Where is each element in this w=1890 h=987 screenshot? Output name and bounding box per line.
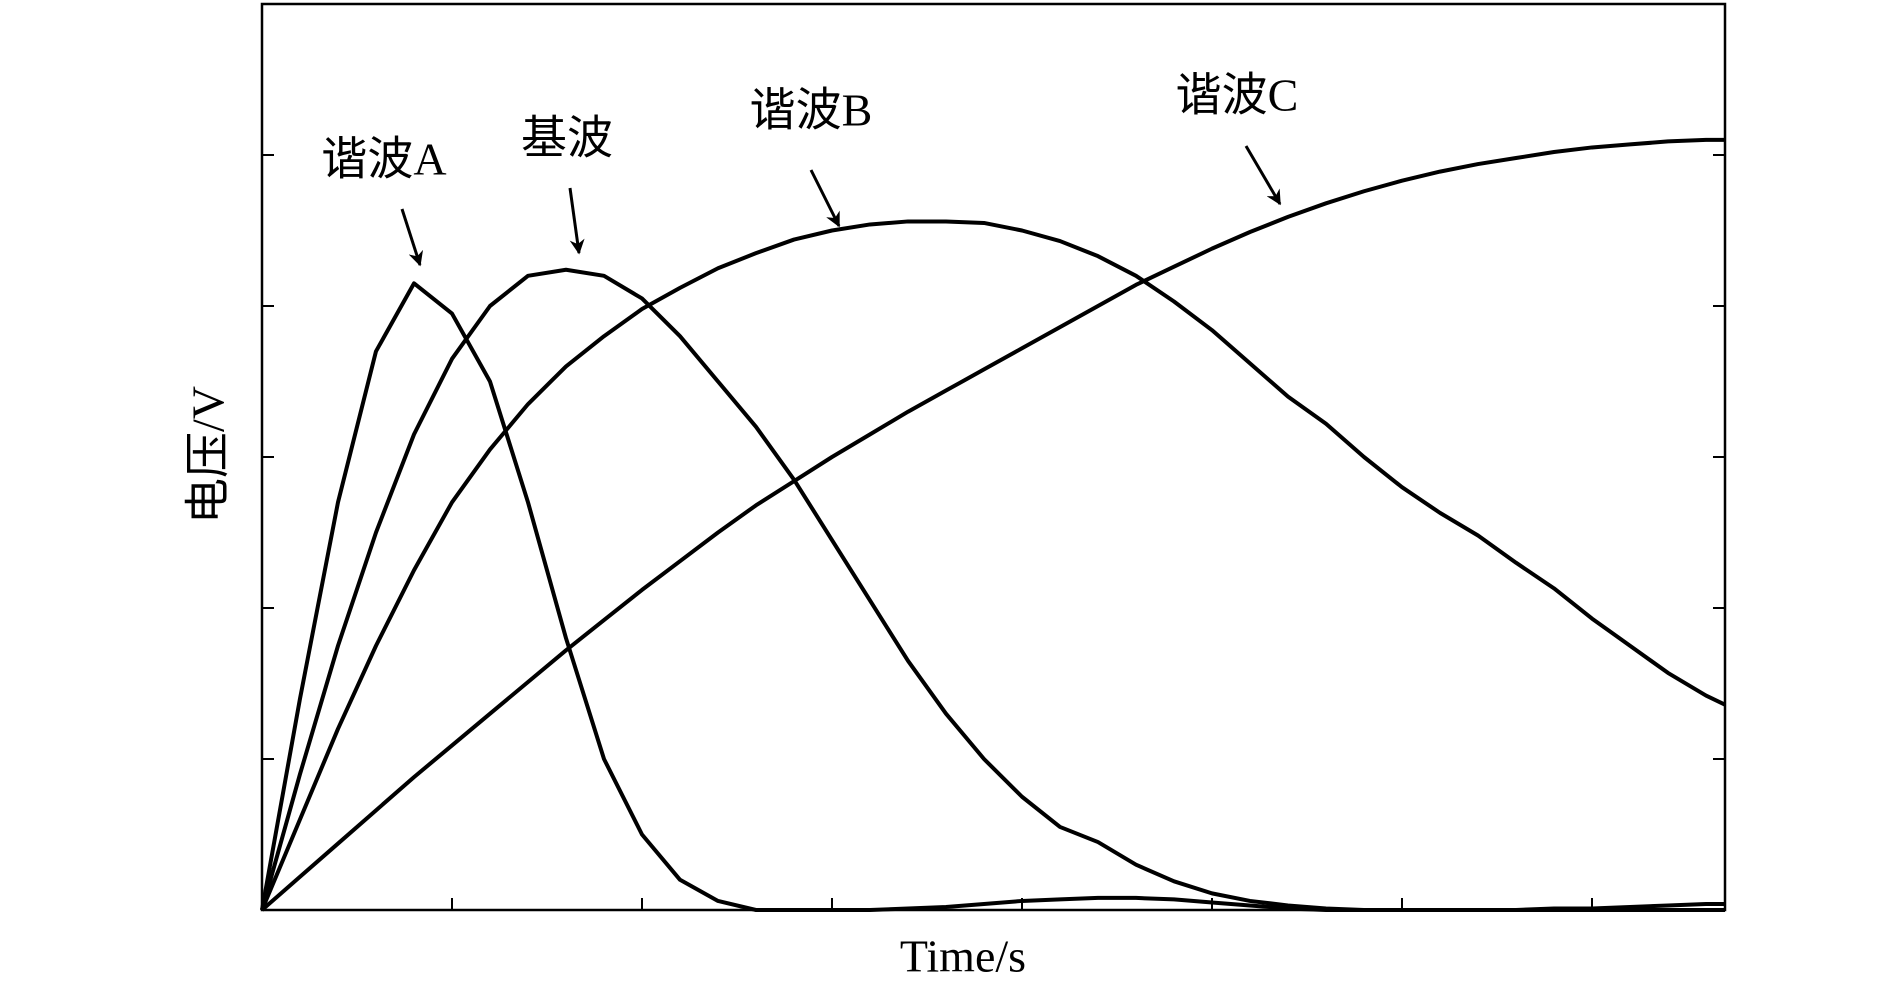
series-label: 谐波A: [321, 134, 446, 185]
arrow: [568, 187, 585, 255]
arrow: [809, 169, 841, 228]
x-axis-label: Time/s: [900, 931, 1026, 982]
series-label: 基波: [521, 113, 613, 164]
arrow: [1244, 145, 1282, 206]
series-line: [260, 219, 1726, 911]
series-label: 谐波B: [750, 85, 873, 136]
series-line: [260, 281, 1725, 912]
series-line: [260, 137, 1725, 912]
arrow: [400, 208, 424, 267]
series-label: 谐波C: [1176, 70, 1299, 121]
plot-frame: [260, 2, 1727, 912]
y-axis-label: 电压/V: [183, 386, 234, 524]
